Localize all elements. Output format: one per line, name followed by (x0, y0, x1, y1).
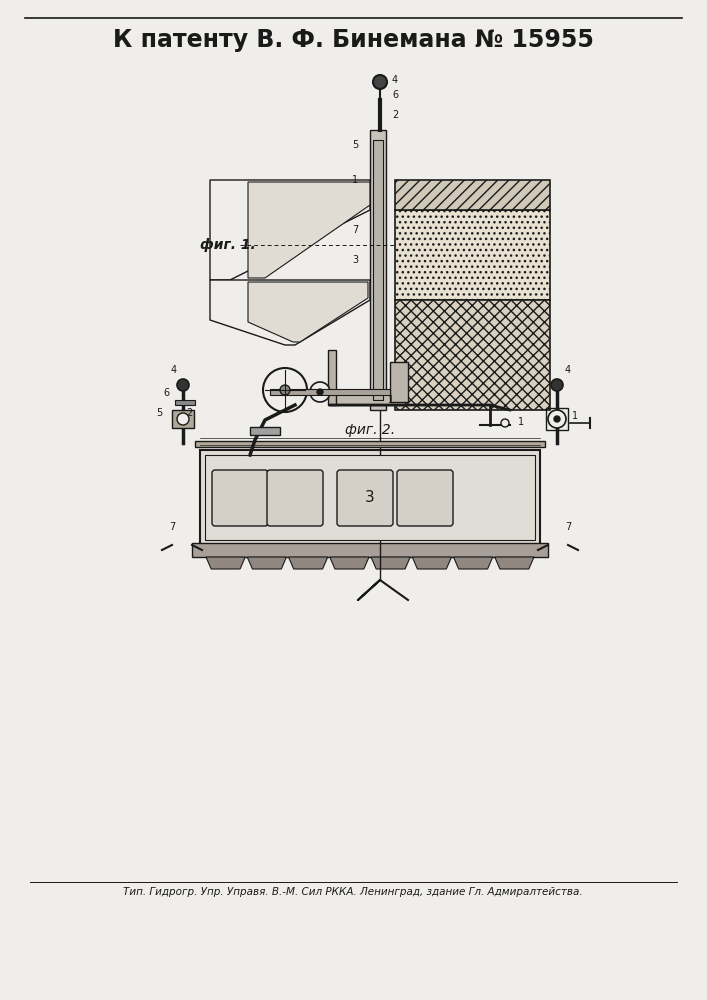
Polygon shape (247, 557, 286, 569)
Bar (205, 455, 535, 540)
Text: 5: 5 (352, 140, 358, 150)
Bar (328, 350, 336, 405)
Polygon shape (206, 557, 245, 569)
Bar (175, 400, 195, 405)
Bar (330, 391, 405, 405)
Text: фиг. 2.: фиг. 2. (345, 423, 395, 437)
Text: 1: 1 (388, 395, 394, 405)
Polygon shape (248, 282, 368, 342)
Polygon shape (371, 557, 410, 569)
Text: 2: 2 (392, 110, 398, 120)
Bar (270, 389, 390, 395)
Circle shape (373, 75, 387, 89)
Text: Тип. Гидрогр. Упр. Управя. В.-М. Сил РККА. Ленинград, здание Гл. Адмиралтейства.: Тип. Гидрогр. Упр. Управя. В.-М. Сил РКК… (123, 887, 583, 897)
Text: 7: 7 (169, 522, 175, 532)
Bar (373, 140, 383, 400)
Bar (200, 450, 540, 545)
Circle shape (177, 413, 189, 425)
Text: 3: 3 (365, 490, 375, 506)
Circle shape (263, 368, 307, 412)
Circle shape (554, 416, 560, 422)
Bar (195, 441, 545, 447)
Circle shape (548, 410, 566, 428)
Text: К патенту В. Ф. Бинемана № 15955: К патенту В. Ф. Бинемана № 15955 (112, 28, 593, 52)
FancyBboxPatch shape (337, 470, 393, 526)
Polygon shape (412, 557, 452, 569)
Polygon shape (248, 182, 370, 278)
Bar (192, 543, 548, 557)
FancyBboxPatch shape (397, 470, 453, 526)
Circle shape (310, 382, 330, 402)
Text: 6: 6 (164, 388, 170, 398)
Text: 4: 4 (565, 365, 571, 375)
Polygon shape (210, 180, 370, 280)
Polygon shape (453, 557, 493, 569)
Text: 4: 4 (171, 365, 177, 375)
Text: 1: 1 (572, 411, 578, 421)
FancyBboxPatch shape (267, 470, 323, 526)
Polygon shape (329, 557, 369, 569)
Circle shape (551, 379, 563, 391)
Text: 6: 6 (392, 90, 398, 100)
Circle shape (280, 385, 290, 395)
Bar (390, 362, 408, 402)
Bar (172, 410, 194, 428)
Bar (395, 180, 550, 210)
Bar (395, 300, 550, 410)
Polygon shape (495, 557, 534, 569)
Bar (250, 427, 280, 435)
Text: фиг. 1.: фиг. 1. (200, 238, 256, 252)
Circle shape (501, 419, 509, 427)
Text: 4: 4 (392, 75, 398, 85)
Polygon shape (210, 280, 370, 345)
FancyBboxPatch shape (212, 470, 268, 526)
Bar (370, 130, 386, 410)
Text: 2: 2 (186, 408, 192, 418)
Text: 1: 1 (352, 175, 358, 185)
Bar (546, 408, 568, 430)
Circle shape (317, 389, 323, 395)
Text: 5: 5 (156, 408, 162, 418)
Polygon shape (288, 557, 328, 569)
Text: 7: 7 (565, 522, 571, 532)
Text: 7: 7 (352, 225, 358, 235)
Circle shape (177, 379, 189, 391)
Text: 3: 3 (352, 255, 358, 265)
Text: 1: 1 (518, 417, 524, 427)
Bar (395, 210, 550, 300)
